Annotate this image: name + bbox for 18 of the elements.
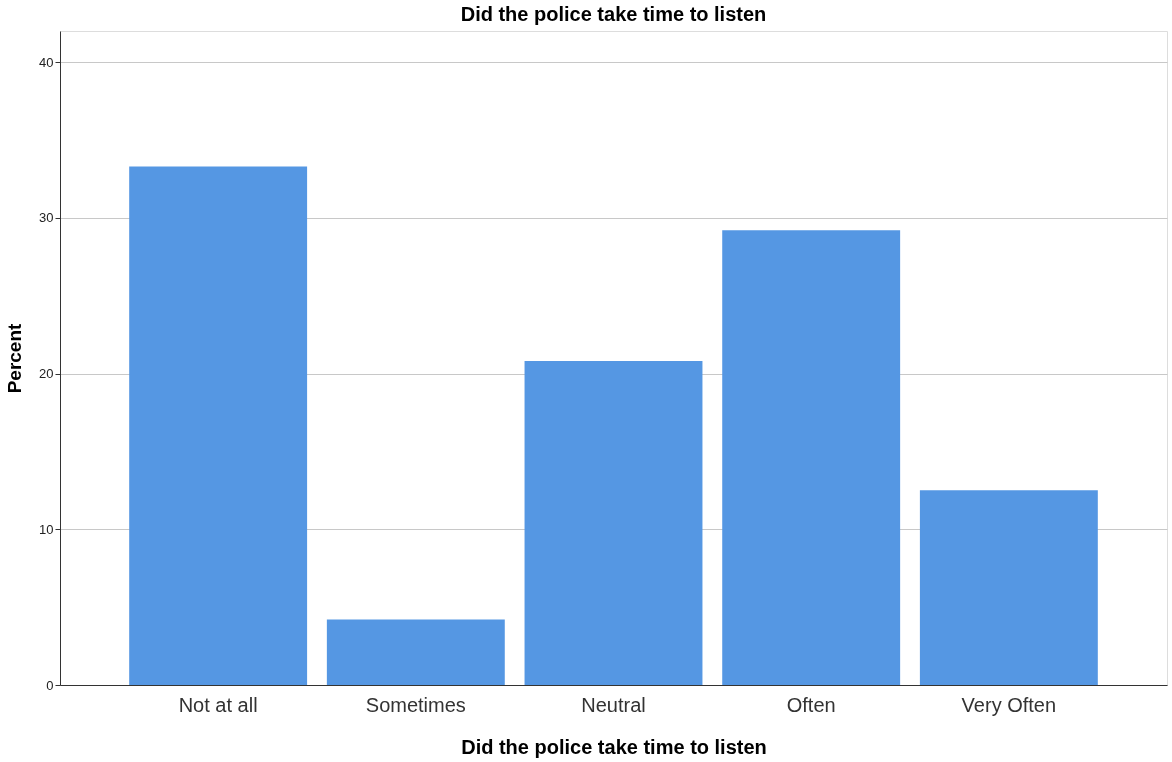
- y-tick-label: 0: [46, 677, 54, 693]
- x-axis-title: Did the police take time to listen: [461, 735, 767, 758]
- bar: [722, 230, 901, 685]
- x-tick-label: Neutral: [581, 693, 646, 716]
- x-tick-label: Very Often: [961, 693, 1057, 716]
- bar: [524, 361, 703, 685]
- y-axis-title: Percent: [4, 322, 26, 394]
- bar: [919, 490, 1098, 685]
- y-tick-label: 10: [39, 521, 54, 537]
- x-tick-label: Sometimes: [365, 693, 466, 716]
- bar: [326, 619, 505, 685]
- x-tick-label: Not at all: [178, 693, 258, 716]
- chart-title: Did the police take time to listen: [460, 3, 767, 25]
- y-tick-label: 20: [39, 366, 54, 382]
- y-tick-label: 30: [39, 210, 54, 226]
- y-tick-label: 40: [39, 54, 54, 70]
- x-tick-label: Often: [786, 693, 836, 716]
- bar: [129, 166, 308, 685]
